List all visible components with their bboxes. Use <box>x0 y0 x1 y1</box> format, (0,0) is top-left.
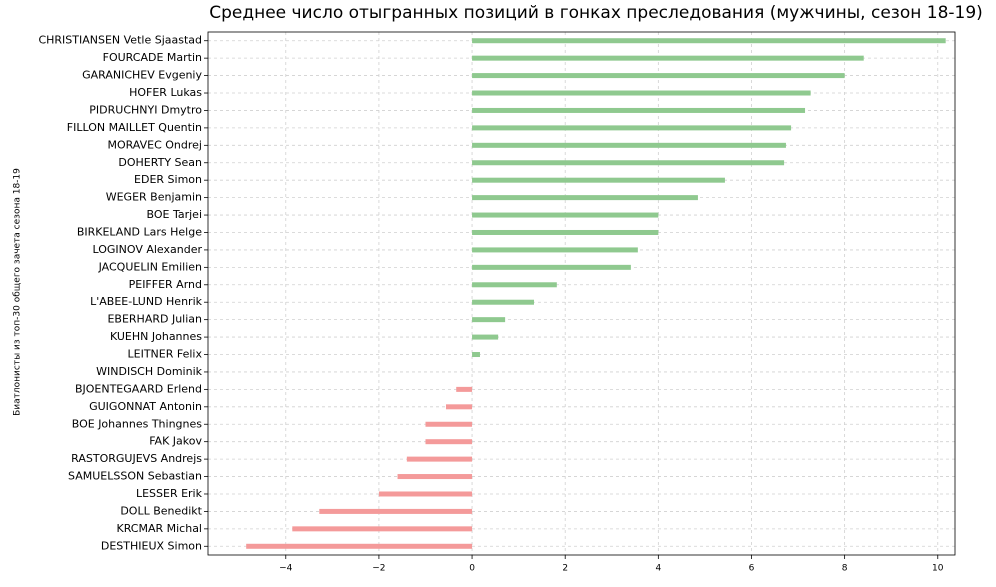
bar <box>292 526 473 532</box>
y-tick-label: SAMUELSSON Sebastian <box>68 470 202 483</box>
bar <box>472 142 786 148</box>
bar <box>472 160 785 166</box>
y-tick-label: LOGINOV Alexander <box>92 243 202 256</box>
bar <box>472 38 946 44</box>
bar <box>445 404 473 410</box>
bar <box>472 247 638 253</box>
y-tick-label: BOE Johannes Thingnes <box>72 417 203 430</box>
y-tick-label: DESTHIEUX Simon <box>101 539 202 552</box>
y-tick-label: LESSER Erik <box>136 487 203 500</box>
bar <box>472 352 480 358</box>
bar <box>472 55 864 61</box>
bar <box>472 107 806 113</box>
y-tick-label: BJOENTEGAARD Erlend <box>75 382 202 395</box>
y-tick-label: GUIGONNAT Antonin <box>89 400 202 413</box>
y-tick-label: WINDISCH Dominik <box>96 365 202 378</box>
bar <box>472 299 534 305</box>
x-tick-label: −2 <box>372 564 385 574</box>
bar <box>246 543 473 549</box>
y-tick-label: DOHERTY Sean <box>118 156 202 169</box>
y-tick-label: GARANICHEV Evgeniy <box>82 69 202 82</box>
y-tick-label: KUEHN Johannes <box>110 330 202 343</box>
bar <box>472 282 557 288</box>
y-tick-label: EBERHARD Julian <box>107 313 202 326</box>
y-tick-label: DOLL Benedikt <box>120 504 202 517</box>
bar <box>472 195 698 201</box>
x-tick-label: −4 <box>279 564 293 574</box>
y-tick-label: PIDRUCHNYI Dmytro <box>89 103 202 116</box>
x-tick-label: 10 <box>932 564 944 574</box>
y-tick-label: EDER Simon <box>134 173 202 186</box>
chart-title: Среднее число отыгранных позиций в гонка… <box>209 3 983 23</box>
bar <box>456 386 473 392</box>
bar <box>319 508 473 514</box>
y-axis-label: Биатлонисты из топ-30 общего зачета сезо… <box>13 168 23 416</box>
y-tick-label: PEIFFER Arnd <box>129 278 202 291</box>
bar <box>378 491 473 497</box>
y-tick-label: FOURCADE Martin <box>103 51 202 64</box>
x-tick-label: 6 <box>749 564 755 574</box>
bar <box>472 317 506 323</box>
y-tick-label: WEGER Benjamin <box>106 191 202 204</box>
bar <box>425 421 473 427</box>
x-tick-label: 0 <box>469 564 475 574</box>
y-tick-label: FAK Jakov <box>149 435 202 448</box>
bar <box>472 177 725 183</box>
bar <box>397 474 473 480</box>
bar <box>472 229 659 235</box>
bar <box>406 456 473 462</box>
y-tick-label: LEITNER Felix <box>128 348 203 361</box>
y-tick-label: RASTORGUJEVS Andrejs <box>71 452 202 465</box>
y-tick-label: HOFER Lukas <box>129 86 202 99</box>
y-tick-label: CHRISTIANSEN Vetle Sjaastad <box>38 34 202 47</box>
x-tick-label: 4 <box>655 564 661 574</box>
bar <box>472 264 631 270</box>
y-tick-label: BOE Tarjei <box>147 208 203 221</box>
y-tick-label: BIRKELAND Lars Helge <box>77 225 202 238</box>
bar <box>472 125 792 131</box>
bar <box>472 212 659 218</box>
bar <box>472 334 499 340</box>
bar <box>425 439 473 445</box>
bar <box>472 73 845 79</box>
y-tick-label: FILLON MAILLET Quentin <box>67 121 202 134</box>
y-tick-label: L'ABEE-LUND Henrik <box>90 295 203 308</box>
bar <box>472 90 811 96</box>
y-tick-label: MORAVEC Ondrej <box>107 138 202 151</box>
y-tick-label: KRCMAR Michal <box>116 522 202 535</box>
plot-frame <box>207 31 956 556</box>
x-tick-label: 8 <box>842 564 848 574</box>
y-tick-label: JACQUELIN Emilien <box>98 260 202 273</box>
x-tick-label: 2 <box>562 564 568 574</box>
